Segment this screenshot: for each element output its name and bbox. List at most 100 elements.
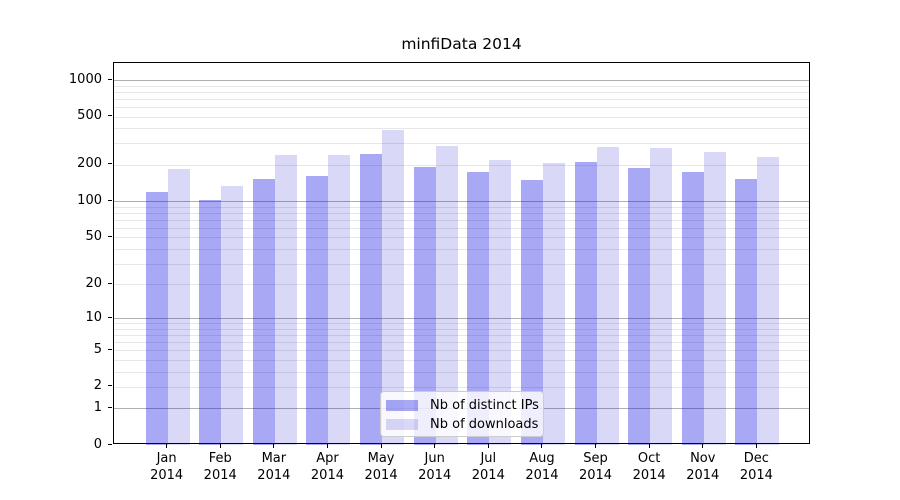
y-gridline-minor — [114, 350, 809, 352]
bar-nb-of-distinct-ips-jan — [145, 191, 168, 445]
bar-nb-of-distinct-ips-oct — [628, 167, 651, 445]
bar-nb-of-downloads-apr — [328, 154, 351, 445]
x-tick-label: Apr 2014 — [310, 451, 344, 483]
x-tick-label: Feb 2014 — [203, 451, 237, 483]
legend-label: Nb of downloads — [430, 417, 539, 432]
bar-nb-of-distinct-ips-aug — [520, 179, 543, 445]
x-tick-mark — [166, 444, 168, 448]
bar-nb-of-distinct-ips-mar — [252, 178, 275, 445]
bar-nb-of-downloads-jan — [167, 168, 190, 445]
y-gridline-minor — [114, 284, 809, 286]
y-tick-label: 20 — [85, 275, 102, 291]
y-gridline-minor — [114, 237, 809, 239]
y-tick-label: 0 — [93, 436, 102, 452]
y-gridline-minor — [114, 219, 809, 221]
bar-nb-of-downloads-dec — [757, 156, 780, 445]
y-gridline-minor — [114, 128, 809, 130]
x-tick-mark — [595, 444, 597, 448]
y-gridline-minor — [114, 335, 809, 337]
x-tick-mark — [702, 444, 704, 448]
y-gridline-minor — [114, 143, 809, 145]
x-tick-label: Nov 2014 — [686, 451, 720, 483]
y-gridline-minor — [114, 116, 809, 118]
y-gridline-minor — [114, 371, 809, 373]
y-gridline-minor — [114, 328, 809, 330]
y-gridline-minor — [114, 248, 809, 250]
y-tick-label: 50 — [85, 228, 102, 244]
y-gridline-minor — [114, 106, 809, 108]
y-tick-label: 1000 — [68, 71, 102, 87]
bar-nb-of-distinct-ips-dec — [735, 178, 758, 445]
y-tick-mark — [108, 235, 112, 237]
y-gridline-minor — [114, 227, 809, 229]
legend-item: Nb of downloads — [386, 415, 539, 434]
x-tick-label: Dec 2014 — [739, 451, 773, 483]
bar-nb-of-downloads-oct — [650, 147, 673, 445]
x-tick-label: Oct 2014 — [632, 451, 666, 483]
bar-nb-of-downloads-sep — [596, 146, 619, 445]
x-tick-label: Jun 2014 — [418, 451, 452, 483]
legend-label: Nb of distinct IPs — [430, 398, 539, 413]
y-gridline-minor — [114, 206, 809, 208]
x-tick-mark — [755, 444, 757, 448]
y-gridline-minor — [114, 85, 809, 87]
y-tick-mark — [108, 115, 112, 117]
y-tick-label: 5 — [93, 341, 102, 357]
y-gridline-major — [114, 201, 809, 203]
x-tick-label: Aug 2014 — [525, 451, 559, 483]
bar-nb-of-distinct-ips-jun — [413, 166, 436, 445]
bar-nb-of-downloads-nov — [703, 151, 726, 445]
legend: Nb of distinct IPs Nb of downloads — [380, 391, 544, 437]
bar-nb-of-distinct-ips-may — [360, 154, 383, 445]
bar-nb-of-downloads-jul — [489, 159, 512, 445]
legend-item: Nb of distinct IPs — [386, 396, 539, 415]
x-tick-label: Sep 2014 — [578, 451, 613, 483]
y-tick-mark — [108, 348, 112, 350]
x-tick-mark — [273, 444, 275, 448]
y-tick-mark — [108, 385, 112, 387]
y-gridline-minor — [114, 98, 809, 100]
y-tick-mark — [108, 78, 112, 80]
y-tick-mark — [108, 282, 112, 284]
y-gridline-minor — [114, 164, 809, 166]
bar-nb-of-downloads-jun — [435, 146, 458, 445]
y-tick-label: 100 — [77, 192, 102, 208]
bar-nb-of-distinct-ips-feb — [199, 199, 222, 445]
bar-nb-of-downloads-mar — [274, 155, 297, 445]
x-tick-mark — [487, 444, 489, 448]
y-gridline-minor — [114, 323, 809, 325]
y-tick-label: 10 — [85, 309, 102, 325]
plot-area — [113, 62, 810, 445]
y-tick-label: 1 — [93, 399, 102, 415]
y-gridline-minor — [114, 359, 809, 361]
x-tick-mark — [219, 444, 221, 448]
bar-nb-of-distinct-ips-sep — [574, 162, 597, 445]
y-gridline-minor — [114, 91, 809, 93]
chart-title: minfiData 2014 — [401, 35, 522, 53]
y-tick-label: 2 — [93, 378, 102, 394]
y-tick-mark — [108, 316, 112, 318]
y-gridline-minor — [114, 342, 809, 344]
y-gridline-major — [114, 80, 809, 81]
bar-nb-of-distinct-ips-jul — [467, 171, 490, 445]
bar-nb-of-distinct-ips-apr — [306, 176, 329, 445]
x-tick-mark — [541, 444, 543, 448]
y-gridline-minor — [114, 263, 809, 265]
y-tick-label: 500 — [77, 108, 102, 124]
bar-nb-of-downloads-aug — [542, 163, 565, 445]
bar-nb-of-downloads-feb — [221, 185, 244, 445]
x-tick-mark — [326, 444, 328, 448]
y-tick-mark — [108, 163, 112, 165]
y-tick-label: 200 — [77, 156, 102, 172]
x-tick-label: Mar 2014 — [257, 451, 291, 483]
y-gridline-minor — [114, 386, 809, 388]
legend-swatch-distinct-ips — [386, 400, 418, 411]
x-tick-label: May 2014 — [364, 451, 398, 483]
y-gridline-minor — [114, 212, 809, 214]
bar-nb-of-downloads-may — [382, 130, 405, 445]
y-tick-mark — [108, 199, 112, 201]
x-tick-label: Jul 2014 — [471, 451, 505, 483]
y-tick-mark — [108, 406, 112, 408]
x-tick-mark — [380, 444, 382, 448]
